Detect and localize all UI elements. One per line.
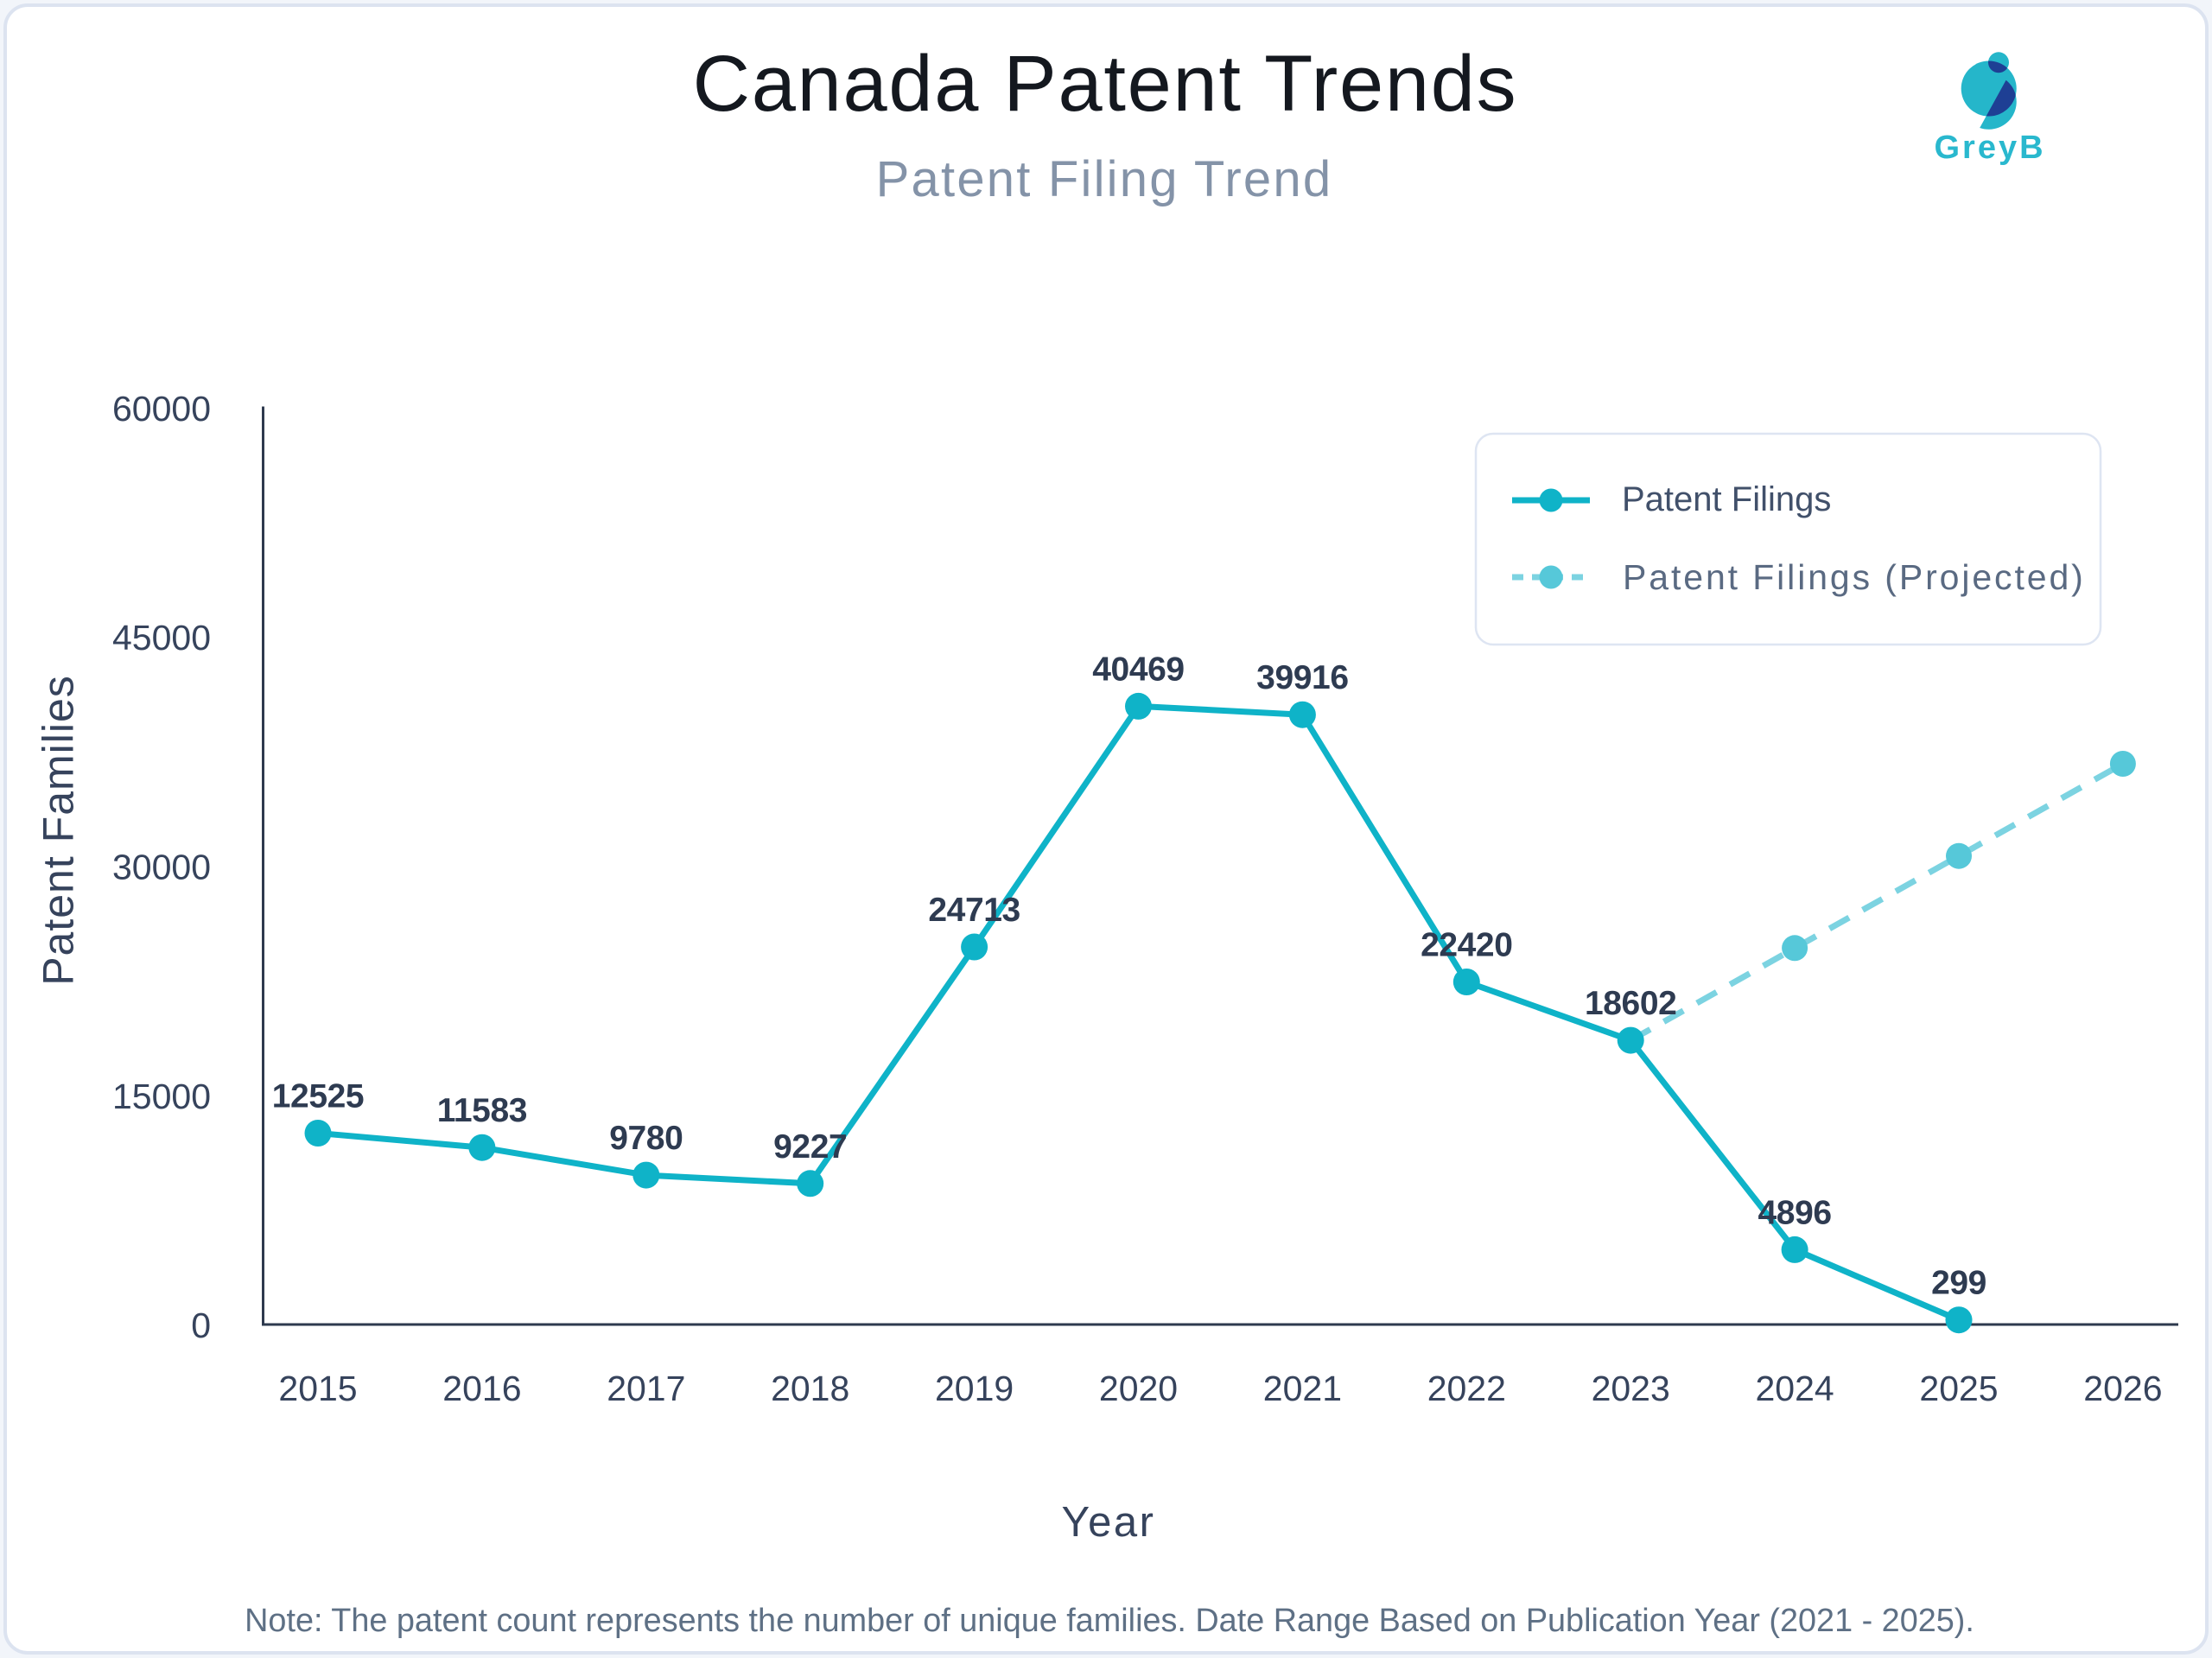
svg-text:9227: 9227 xyxy=(773,1128,847,1166)
svg-text:2026: 2026 xyxy=(2083,1369,2162,1408)
svg-text:2025: 2025 xyxy=(1919,1369,1998,1408)
svg-text:4896: 4896 xyxy=(1758,1194,1832,1231)
svg-text:11583: 11583 xyxy=(437,1092,527,1129)
svg-text:GreyB: GreyB xyxy=(1934,130,2045,166)
svg-text:0: 0 xyxy=(191,1305,211,1345)
svg-text:2015: 2015 xyxy=(278,1369,357,1408)
svg-text:45000: 45000 xyxy=(112,618,211,657)
svg-text:Canada Patent Trends: Canada Patent Trends xyxy=(693,40,1518,128)
svg-text:12525: 12525 xyxy=(272,1078,364,1115)
svg-text:2017: 2017 xyxy=(607,1369,685,1408)
svg-text:2021: 2021 xyxy=(1263,1369,1342,1408)
svg-text:60000: 60000 xyxy=(112,389,211,429)
svg-text:39916: 39916 xyxy=(1256,659,1348,696)
svg-text:2018: 2018 xyxy=(771,1369,849,1408)
svg-text:15000: 15000 xyxy=(112,1077,211,1116)
svg-text:2024: 2024 xyxy=(1755,1369,1834,1408)
svg-text:Patent Filings (Projected): Patent Filings (Projected) xyxy=(1623,557,2086,597)
svg-text:Patent Filing Trend: Patent Filing Trend xyxy=(876,151,1333,207)
svg-text:9780: 9780 xyxy=(609,1120,683,1157)
svg-text:18602: 18602 xyxy=(1585,985,1676,1022)
svg-text:2019: 2019 xyxy=(935,1369,1014,1408)
svg-text:2022: 2022 xyxy=(1427,1369,1506,1408)
svg-text:24713: 24713 xyxy=(928,892,1020,929)
svg-text:Patent Filings: Patent Filings xyxy=(1622,480,1831,518)
svg-text:Year: Year xyxy=(1061,1499,1155,1546)
svg-text:Note: The patent count represe: Note: The patent count represents the nu… xyxy=(245,1603,1974,1639)
svg-text:22420: 22420 xyxy=(1421,927,1512,964)
svg-text:40469: 40469 xyxy=(1092,651,1184,688)
svg-text:2020: 2020 xyxy=(1099,1369,1178,1408)
svg-text:2023: 2023 xyxy=(1592,1369,1670,1408)
svg-text:Patent Families: Patent Families xyxy=(35,675,83,986)
svg-text:30000: 30000 xyxy=(112,848,211,887)
svg-text:299: 299 xyxy=(1931,1265,1986,1302)
svg-text:2016: 2016 xyxy=(442,1369,521,1408)
